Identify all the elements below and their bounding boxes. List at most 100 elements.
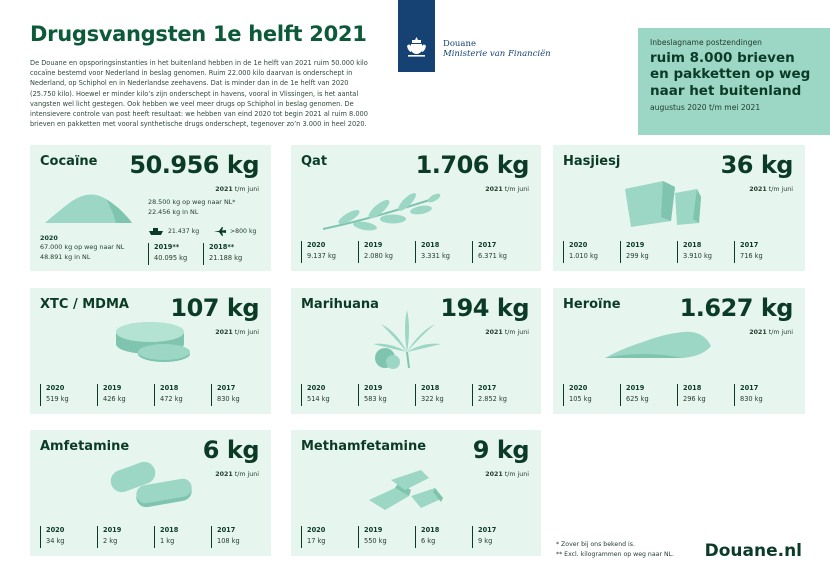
year-col: 2017 830 kg (211, 384, 268, 406)
detail-in-nl: 22.456 kg in NL (148, 208, 199, 217)
year-col: 2020 34 kg (40, 526, 97, 548)
footnote-1: * Zover bij ons bekend is. (556, 541, 635, 548)
card-amount: 194 kg (440, 294, 529, 322)
card-period: 2021 t/m juni (215, 471, 259, 478)
card-amount: 50.956 kg (129, 151, 259, 179)
cocaine-2020: 2020 67.000 kg op weg naar NL 48.891 kg … (40, 234, 124, 262)
year-history: 2020 1.010 kg 2019 299 kg 2018 3.910 kg 201… (563, 241, 791, 263)
year-col: 2018** 21.188 kg (203, 243, 258, 265)
year-history: 2020 9.137 kg 2019 2.080 kg 2018 3.331 kg 2… (301, 241, 529, 263)
ship-icon (149, 228, 163, 235)
year-col: 2020 519 kg (40, 384, 97, 406)
year-col: 2018 3.910 kg (677, 241, 734, 263)
card-title: Amfetamine (40, 439, 130, 454)
year-col: 2018 1 kg (154, 526, 211, 548)
cocaine-2020-in-nl: 48.891 kg in NL (40, 252, 91, 261)
card-amount: 6 kg (202, 436, 260, 464)
card-amount: 107 kg (170, 294, 259, 322)
ship-seizure: 21.437 kg (148, 227, 199, 235)
cannabis-leaf-icon (373, 310, 441, 369)
card-xtc: XTC / MDMA 107 kg 2021 t/m juni 2020 519 … (30, 288, 271, 414)
year-col: 2020 514 kg (301, 384, 358, 406)
year-col: 2019 625 kg (620, 384, 677, 406)
year-history: 2020 34 kg 2019 2 kg 2018 1 kg 2017 108 kg (40, 526, 268, 548)
callout-headline: ruim 8.000 brieven en pakketten op weg n… (650, 50, 811, 99)
year-col: 2020 105 kg (563, 384, 620, 406)
plane-value: >800 kg (230, 228, 257, 235)
card-period: 2021 t/m juni (749, 186, 793, 193)
footnotes: * Zover bij ons bekend is. ** Excl. kilo… (556, 540, 674, 559)
year-col: 2018 6 kg (415, 526, 472, 548)
footnote-2: ** Excl. kilogrammen op weg naar NL. (556, 550, 674, 558)
page-title: Drugsvangsten 1e helft 2021 (30, 22, 367, 46)
year-history: 2020 519 kg 2019 426 kg 2018 472 kg 2017 830… (40, 384, 268, 406)
logo-line1: Douane (443, 39, 476, 49)
plane-seizure: >800 kg (214, 227, 256, 236)
pills-icon (116, 322, 190, 362)
year-col: 2018 3.331 kg (415, 241, 472, 263)
year-history: 2020 514 kg 2019 583 kg 2018 322 kg 2017 2.8… (301, 384, 529, 406)
card-methamfetamine: Methamfetamine 9 kg 2021 t/m juni 2020 17… (291, 430, 541, 556)
year-col: 2020 17 kg (301, 526, 358, 548)
year-col: 2019 299 kg (620, 241, 677, 263)
cocaine-heap-icon (45, 194, 132, 223)
card-period: 2021 t/m juni (215, 186, 259, 193)
card-cocaine: Cocaïne 50.956 kg 2021 t/m juni 28.500 k… (30, 145, 271, 271)
leaf-branch-icon (322, 193, 441, 231)
year-col: 2017 2.852 kg (472, 384, 529, 406)
year-col: 2017 6.371 kg (472, 241, 529, 263)
year-col: 2019** 40.095 kg (148, 243, 203, 265)
card-heroine: Heroïne 1.627 kg 2021 t/m juni 2020 105 k… (553, 288, 805, 414)
card-period: 2021 t/m juni (485, 329, 529, 336)
card-amount: 1.706 kg (415, 151, 530, 179)
cocaine-2020-underway: 67.000 kg op weg naar NL (40, 243, 125, 252)
card-amount: 9 kg (472, 436, 530, 464)
card-amfetamine: Amfetamine 6 kg 2021 t/m juni 2020 34 kg … (30, 430, 271, 556)
card-hasjiesj: Hasjiesj 36 kg 2021 t/m juni 2020 1.010 k… (553, 145, 805, 271)
crystals-icon (369, 470, 443, 510)
card-qat: Qat 1.706 kg 2021 t/m juni 2020 9.137 kg … (291, 145, 541, 271)
cocaine-detail: 28.500 kg op weg naar NL* 22.456 kg in N… (148, 197, 236, 218)
year-label: 2020 (40, 234, 58, 242)
ship-value: 21.437 kg (168, 227, 200, 235)
plane-icon (214, 227, 226, 236)
crest-icon (407, 37, 426, 57)
intro-text: De Douane en opsporingsinstanties in het… (30, 59, 368, 129)
year-col: 2019 550 kg (358, 526, 415, 548)
logo-text: Douane Ministerie van Financiën (443, 39, 551, 59)
post-seizure-callout: Inbeslagname postzendingen ruim 8.000 br… (638, 28, 830, 135)
year-col: 2020 1.010 kg (563, 241, 620, 263)
card-period: 2021 t/m juni (485, 471, 529, 478)
rijksoverheid-logo-bar (398, 0, 435, 72)
logo-line2: Ministerie van Financiën (443, 49, 551, 59)
year-col: 2018 472 kg (154, 384, 211, 406)
brand-url[interactable]: Douane.nl (704, 541, 802, 561)
card-marihuana: Marihuana 194 kg 2021 t/m juni 2020 514 k… (291, 288, 541, 414)
card-title: Hasjiesj (563, 154, 621, 169)
card-period: 2021 t/m juni (215, 329, 259, 336)
year-col: 2019 583 kg (358, 384, 415, 406)
card-title: Marihuana (301, 297, 379, 312)
year-col: 2019 2 kg (97, 526, 154, 548)
year-col: 2019 426 kg (97, 384, 154, 406)
callout-period: augustus 2020 t/m mei 2021 (650, 103, 761, 113)
card-amount: 36 kg (720, 151, 794, 179)
year-col: 2018 296 kg (677, 384, 734, 406)
year-col: 2019 2.080 kg (358, 241, 415, 263)
year-history: 2020 17 kg 2019 550 kg 2018 6 kg 2017 9 kg (301, 526, 529, 548)
card-period: 2021 t/m juni (485, 186, 529, 193)
year-col: 2017 9 kg (472, 526, 529, 548)
year-col: 2018 322 kg (415, 384, 472, 406)
card-amount: 1.627 kg (679, 294, 794, 322)
year-col: 2017 716 kg (734, 241, 791, 263)
card-title: Qat (301, 154, 328, 169)
powder-pile-icon (605, 331, 711, 358)
callout-label: Inbeslagname postzendingen (650, 38, 762, 47)
card-title: Methamfetamine (301, 439, 427, 454)
card-title: Cocaïne (40, 154, 98, 169)
hash-block-icon (625, 181, 701, 227)
year-history: 2019** 40.095 kg 2018** 21.188 kg (148, 243, 258, 265)
tablets-icon (110, 461, 192, 508)
detail-underway: 28.500 kg op weg naar NL* (148, 198, 236, 206)
card-title: Heroïne (563, 297, 621, 312)
